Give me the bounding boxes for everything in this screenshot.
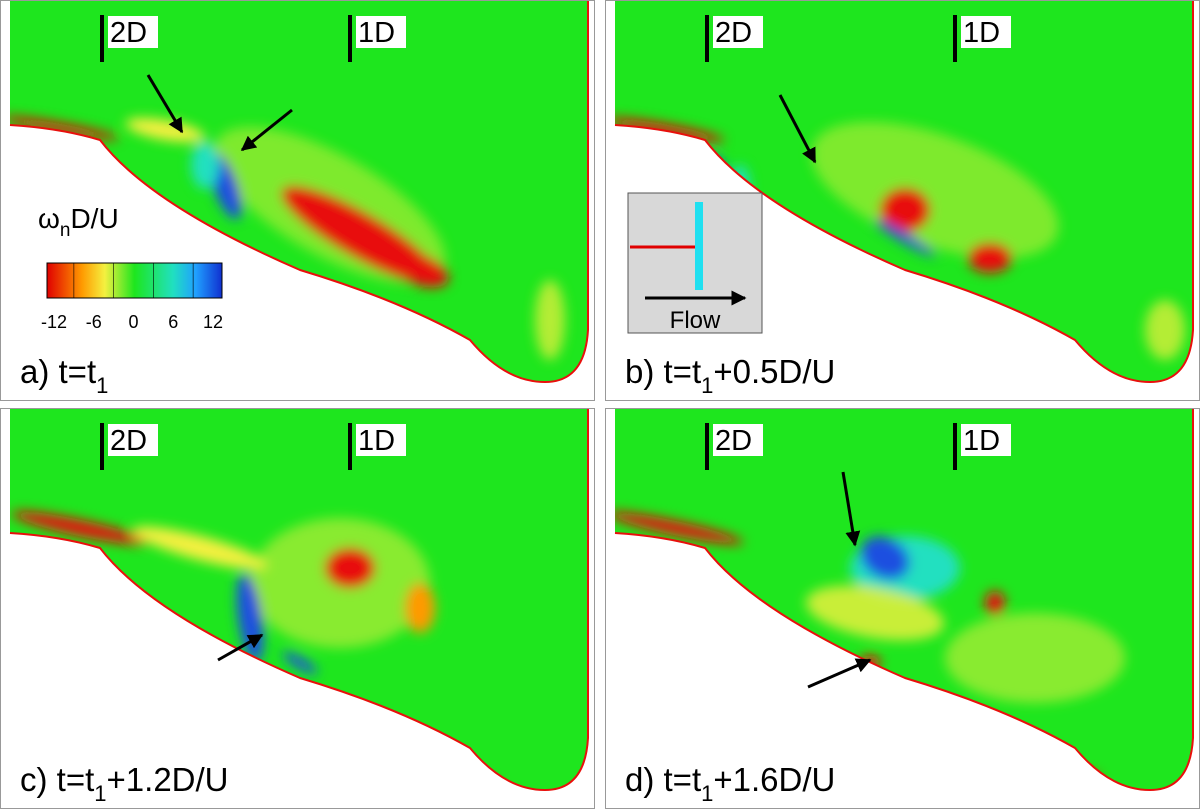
- flow-field: [10, 408, 588, 792]
- vortex: [191, 141, 219, 189]
- vortex: [985, 591, 1005, 615]
- panel: 2D 1D a) t=t1: [0, 0, 594, 401]
- colorbar-tick: 6: [168, 312, 178, 332]
- vortex: [460, 780, 500, 792]
- station-label: 1D: [963, 425, 1000, 457]
- vortex: [945, 613, 1125, 703]
- station-label: 2D: [715, 17, 752, 49]
- colorbar-tick: -6: [86, 312, 102, 332]
- station-label: 1D: [963, 17, 1000, 49]
- vortex: [968, 243, 1012, 273]
- vortex: [325, 548, 375, 588]
- caption-main: a) t=t: [20, 353, 96, 390]
- caption-sub: 1: [96, 373, 108, 398]
- station-label: 1D: [358, 425, 395, 457]
- caption-sub: 1: [701, 781, 713, 806]
- station-label: 2D: [715, 425, 752, 457]
- inset: Flow: [628, 193, 762, 334]
- colorbar-tick: 0: [128, 312, 138, 332]
- caption-main: b) t=t: [625, 353, 701, 390]
- caption-rest: +1.6D/U: [713, 761, 835, 798]
- arrow: [808, 660, 870, 687]
- label-rest: D/U: [70, 203, 118, 234]
- label-sub: n: [60, 220, 71, 241]
- caption-sub: 1: [701, 373, 713, 398]
- inset-label: Flow: [670, 307, 721, 334]
- panel: 2D 1D c) t=t1+1.2D/U: [1, 408, 595, 809]
- station-label: 1D: [358, 17, 395, 49]
- caption-main: c) t=t: [20, 761, 94, 798]
- caption-main: d) t=t: [625, 761, 701, 798]
- vortex: [535, 280, 565, 360]
- colorbar-tick: -12: [41, 312, 67, 332]
- flow-field: [605, 408, 1193, 790]
- caption-rest: +0.5D/U: [713, 353, 835, 390]
- caption: b) t=t1+0.5D/U: [625, 353, 835, 398]
- colorbar-label: ωnD/U: [38, 203, 119, 241]
- label-main: ω: [38, 203, 60, 234]
- caption: c) t=t1+1.2D/U: [20, 761, 229, 806]
- panel: 2D 1D d) t=t1+1.6D/U: [605, 408, 1199, 809]
- vortex: [1050, 772, 1100, 784]
- station-label: 2D: [110, 17, 147, 49]
- figure: 2D1Da) t=t12D1Db) t=t1+0.5D/U2D1Dc) t=t1…: [0, 0, 1201, 810]
- caption-rest: +1.2D/U: [107, 761, 229, 798]
- caption: d) t=t1+1.6D/U: [625, 761, 835, 806]
- colorbar-scale: [47, 263, 222, 298]
- colorbar-tick: 12: [203, 312, 223, 332]
- caption-sub: 1: [94, 781, 106, 806]
- station-label: 2D: [110, 425, 147, 457]
- caption: a) t=t1: [20, 353, 108, 398]
- vortex: [405, 583, 435, 633]
- vortex: [1145, 300, 1185, 360]
